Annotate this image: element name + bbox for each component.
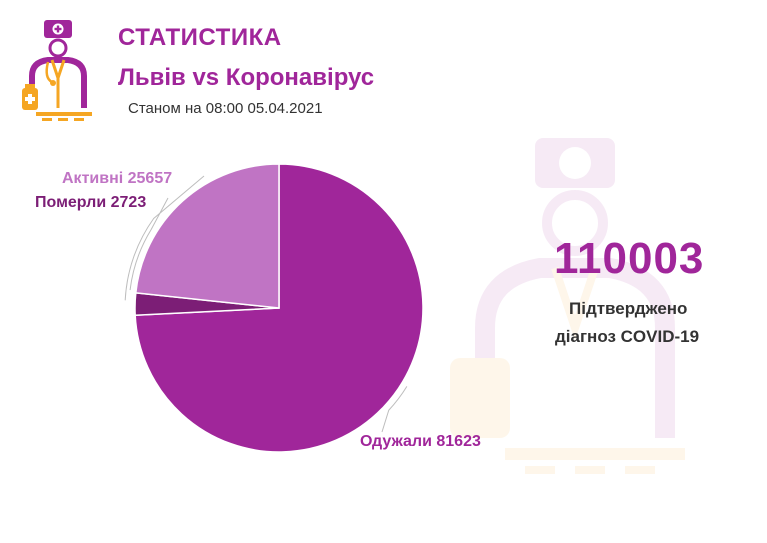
page-title: СТАТИСТИКА [118,24,282,51]
leader-line-active [124,175,205,301]
confirmed-caption-line1: Підтверджено [569,299,688,318]
page-subtitle: Львів vs Коронавірус [118,64,375,91]
pie-slice-active [134,163,280,309]
doctor-logo-icon [22,20,92,121]
confirmed-caption-line2: діагноз COVID-19 [555,327,700,346]
confirmed-total: 110003 [554,234,705,283]
slice-label-deaths: Померли 2723 [35,194,146,211]
leader-line-recovered [381,386,408,433]
slice-label-recovered: Одужали 81623 [360,433,481,450]
doctor-watermark-icon [450,138,685,474]
leader-line-deaths [129,197,169,291]
slice-label-active: Активні 25657 [62,170,172,187]
date-stamp: Станом на 08:00 05.04.2021 [128,100,323,117]
